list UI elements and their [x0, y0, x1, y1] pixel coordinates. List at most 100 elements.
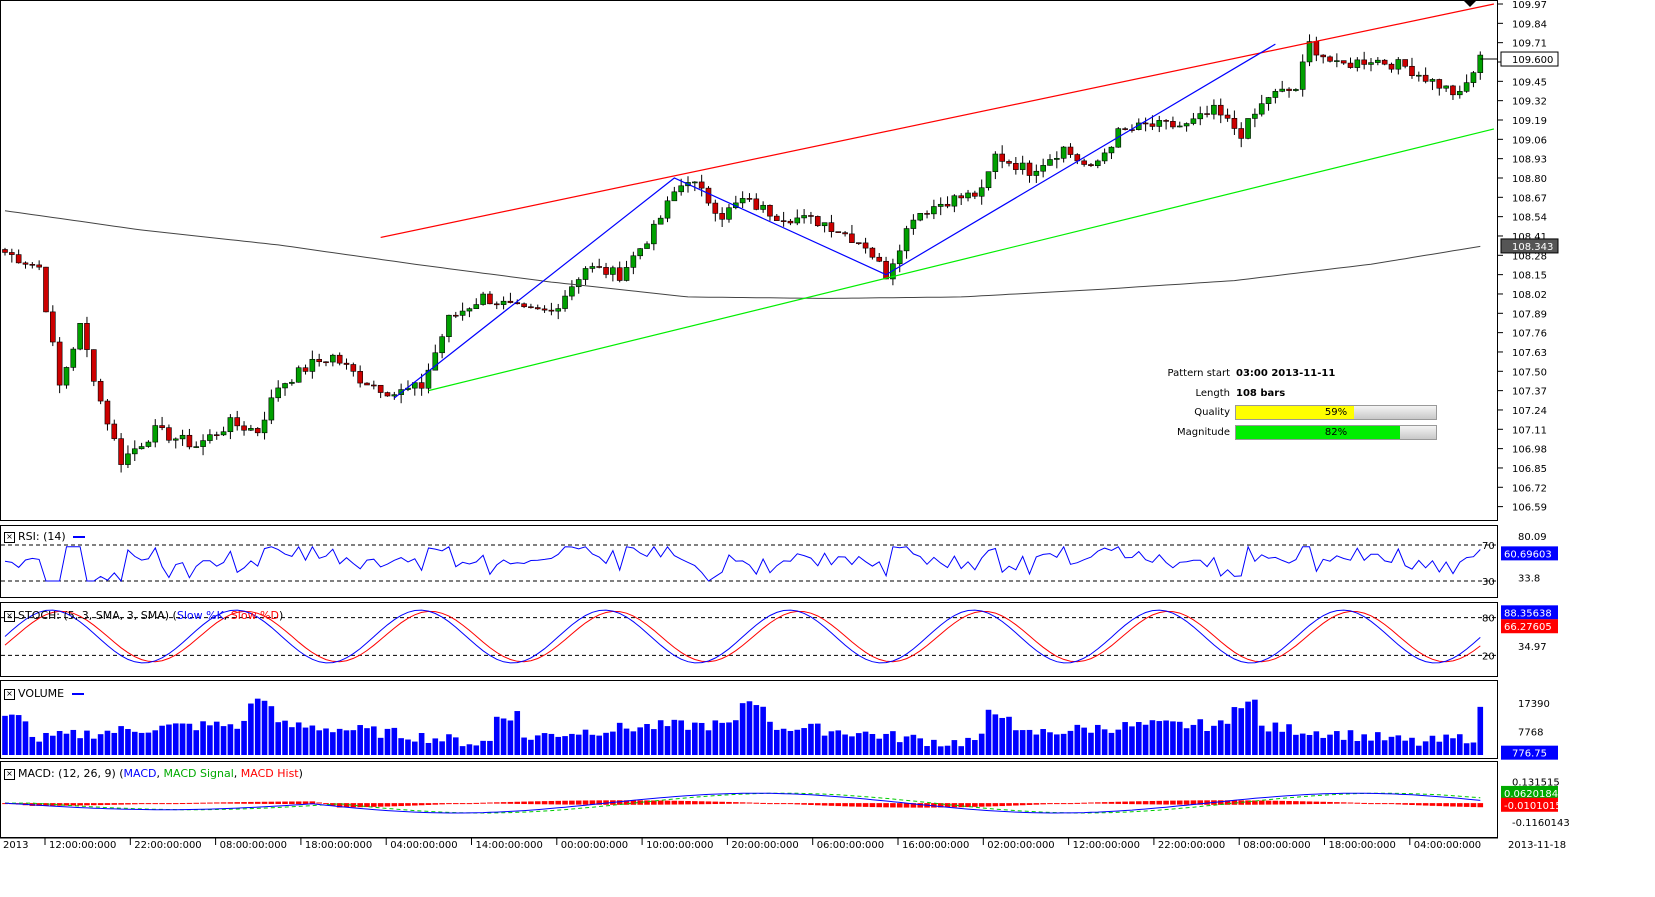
volume-bar	[555, 736, 562, 755]
macd-hist-bar	[555, 800, 562, 805]
price-axis-label: 107.63	[1512, 348, 1547, 359]
candle-body	[364, 382, 370, 386]
macd-hist-bar	[637, 800, 643, 805]
pattern-end-marker	[1463, 0, 1477, 7]
macd-hist-bar	[1067, 803, 1074, 805]
volume-bar	[698, 722, 705, 755]
candle-body	[200, 440, 206, 447]
volume-value-box	[1501, 745, 1558, 760]
macd-hist-bar	[917, 803, 924, 808]
quality-bar-text: 59%	[1324, 407, 1348, 418]
volume-bar	[227, 724, 234, 755]
volume-bar	[739, 703, 746, 755]
volume-bar	[1429, 735, 1436, 755]
price-axis-label: 109.06	[1512, 135, 1547, 146]
candle-body	[726, 207, 732, 220]
macd-hist-value-box	[1501, 797, 1558, 812]
macd-hist-bar	[855, 803, 862, 807]
volume-bar	[1019, 730, 1026, 755]
macd-hist-bar	[2, 803, 8, 805]
volume-bar	[685, 729, 691, 755]
volume-close-icon[interactable]: ×	[4, 688, 15, 700]
candle-body	[234, 417, 241, 427]
candle-body	[493, 303, 500, 306]
macd-hist-bar	[1347, 802, 1354, 804]
price-axis-label: 106.59	[1512, 503, 1547, 514]
macd-hist-bar	[1450, 803, 1456, 807]
macd-hist-bar	[84, 803, 90, 806]
candle-body	[794, 217, 801, 224]
macd-hist-bar	[1313, 801, 1320, 805]
stoch-close-icon[interactable]: ×	[4, 610, 15, 622]
candle-body	[521, 303, 527, 308]
rsi-panel-frame	[0, 525, 1498, 598]
volume-bar	[1340, 739, 1347, 755]
candle-body	[1375, 59, 1381, 63]
macd-hist-bar	[931, 803, 937, 808]
volume-bar	[350, 730, 357, 755]
volume-bar	[234, 728, 241, 755]
macd-hist-bar	[384, 803, 391, 807]
candle-body	[603, 267, 609, 275]
rsi-close-icon[interactable]: ×	[4, 531, 15, 543]
macd-hist-bar	[364, 803, 370, 808]
volume-bar	[131, 731, 138, 755]
volume-bar	[1060, 733, 1067, 755]
macd-hist-bar	[575, 800, 582, 805]
macd-close-icon[interactable]: ×	[4, 768, 15, 780]
macd-hist-bar	[842, 803, 848, 807]
volume-bar	[753, 705, 760, 755]
volume-bar	[1265, 731, 1272, 755]
volume-bar	[268, 706, 275, 755]
volume-bar	[582, 729, 589, 755]
volume-bar	[357, 725, 363, 755]
candle-body	[1197, 113, 1204, 120]
price-axis-label: 109.19	[1512, 116, 1547, 127]
macd-hist-bar	[534, 801, 541, 805]
price-axis-label: 108.41	[1512, 232, 1547, 243]
macd-hist-bar	[951, 803, 958, 808]
volume-bar	[1299, 733, 1306, 755]
macd-hist-bar	[1081, 802, 1087, 804]
macd-hist-bar	[1340, 802, 1347, 804]
volume-bar	[1108, 732, 1115, 755]
volume-bar	[862, 731, 869, 755]
candle-body	[712, 202, 719, 214]
volume-bar	[780, 728, 787, 755]
volume-bar	[1081, 727, 1087, 755]
price-axis-label: 106.98	[1512, 445, 1547, 456]
macd-hist-bar	[1197, 800, 1204, 805]
macd-hist-bar	[1129, 801, 1135, 805]
macd-hist-bar	[1122, 801, 1128, 805]
volume-bar	[459, 746, 466, 755]
candle-body	[1381, 59, 1388, 65]
macd-hist-bar	[398, 803, 404, 807]
macd-hist-bar	[883, 803, 889, 808]
volume-bar	[855, 733, 862, 755]
stoch-panel-frame	[0, 602, 1498, 677]
candle-body	[302, 367, 309, 372]
candle-body	[1245, 118, 1251, 139]
macd-hist-bar	[808, 803, 814, 805]
volume-bar	[1409, 737, 1415, 755]
volume-bar	[992, 714, 999, 755]
volume-bar	[97, 734, 104, 755]
candle-body	[77, 323, 83, 350]
stoch-k-name: Slow %K	[176, 609, 224, 622]
time-axis-label: 14:00:00:000	[476, 840, 543, 851]
candle-body	[1067, 146, 1074, 155]
magnitude-bar-fill	[1236, 426, 1400, 439]
candle-body	[343, 362, 350, 365]
volume-bar	[487, 740, 493, 755]
volume-bar	[562, 736, 568, 755]
quality-bar: 59%	[1235, 405, 1437, 420]
macd-hist-bar	[1183, 800, 1190, 805]
ma-value-label: 108.343	[1512, 242, 1553, 253]
macd-hist-bar	[159, 803, 165, 805]
volume-bar	[1033, 734, 1040, 755]
volume-bar	[166, 724, 172, 755]
volume-bar	[77, 738, 83, 755]
candle-body	[9, 252, 15, 255]
volume-bar	[1054, 734, 1060, 755]
